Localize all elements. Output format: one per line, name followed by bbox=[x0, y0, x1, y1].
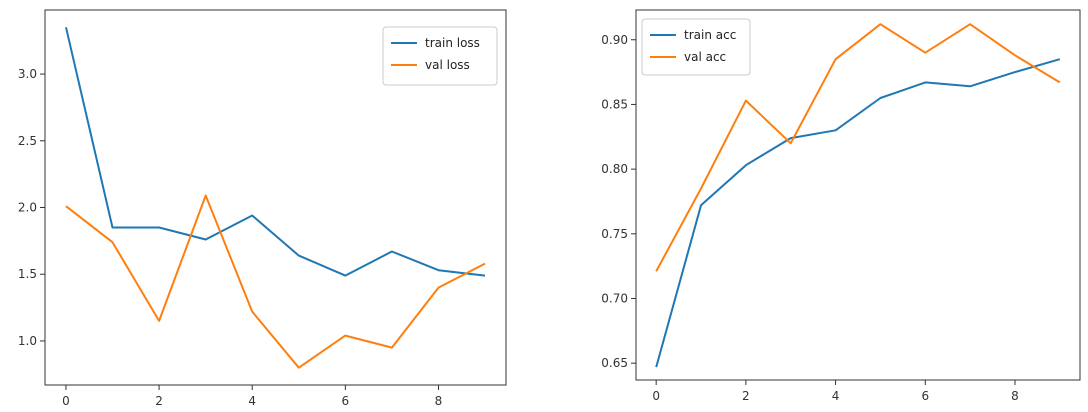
legend-label-val-acc: val acc bbox=[684, 50, 726, 64]
legend: train acc val acc bbox=[641, 18, 751, 76]
axes-frame bbox=[44, 9, 507, 386]
x-tick-label: 6 bbox=[342, 394, 350, 408]
x-tick-label: 4 bbox=[248, 394, 256, 408]
x-tick-label: 8 bbox=[435, 394, 443, 408]
x-tick-label: 2 bbox=[155, 394, 163, 408]
x-tick-label: 8 bbox=[1011, 389, 1019, 403]
y-tick-label: 0.90 bbox=[601, 33, 628, 47]
y-tick-label: 3.0 bbox=[18, 67, 37, 81]
y-tick-label: 2.0 bbox=[18, 201, 37, 215]
y-tick-label: 0.70 bbox=[601, 291, 628, 305]
legend-label-val-loss: val loss bbox=[425, 58, 470, 72]
legend-box bbox=[382, 26, 498, 86]
loss-chart: 0 2 4 6 8 1.0 1.5 2.0 2.5 3.0 train loss val loss bbox=[18, 9, 507, 408]
y-tick-label: 1.5 bbox=[18, 267, 37, 281]
legend: train loss val loss bbox=[382, 26, 498, 86]
x-tick-label: 0 bbox=[62, 394, 70, 408]
x-tick-label: 2 bbox=[742, 389, 750, 403]
legend-label-train-loss: train loss bbox=[425, 36, 480, 50]
x-tick-label: 0 bbox=[652, 389, 660, 403]
y-tick-label: 2.5 bbox=[18, 134, 37, 148]
y-tick-label: 1.0 bbox=[18, 334, 37, 348]
legend-label-train-acc: train acc bbox=[684, 28, 736, 42]
accuracy-chart: 0 2 4 6 8 0.65 0.70 0.75 0.80 0.85 0.90 train acc va… bbox=[601, 9, 1081, 403]
x-tick-label: 6 bbox=[921, 389, 929, 403]
y-tick-label: 0.85 bbox=[601, 97, 628, 111]
y-tick-label: 0.80 bbox=[601, 162, 628, 176]
axes-frame bbox=[635, 9, 1081, 381]
x-tick-label: 4 bbox=[832, 389, 840, 403]
series-line-val-loss bbox=[65, 194, 486, 369]
series-line-val-acc bbox=[655, 23, 1061, 272]
y-tick-label: 0.75 bbox=[601, 227, 628, 241]
y-tick-label: 0.65 bbox=[601, 356, 628, 370]
series-line-train-acc bbox=[655, 58, 1061, 368]
legend-box bbox=[641, 18, 751, 76]
series-line-train-loss bbox=[65, 27, 486, 277]
